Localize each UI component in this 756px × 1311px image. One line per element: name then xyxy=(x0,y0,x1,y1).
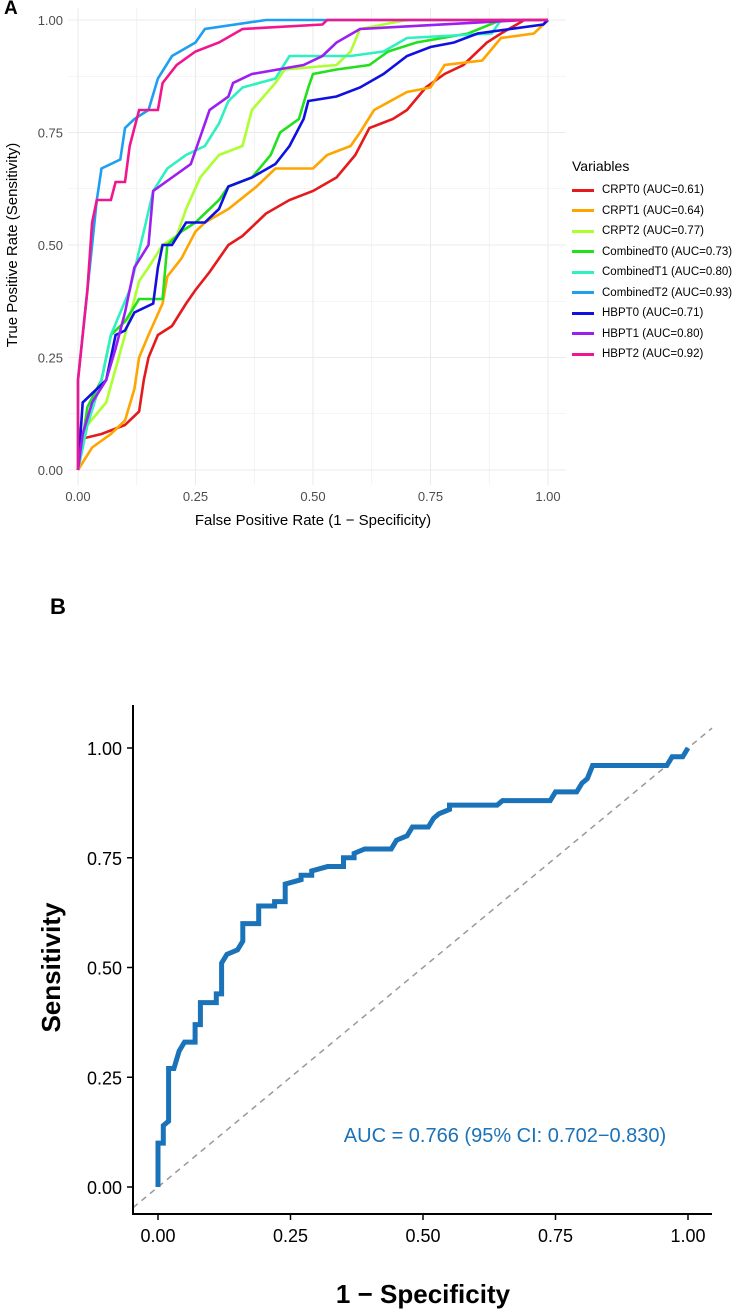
y-tick-label: 0.00 xyxy=(87,1178,122,1198)
legend-label: CRPT2 (AUC=0.77) xyxy=(602,225,704,238)
y-tick-label: 1.00 xyxy=(87,739,122,759)
legend-key xyxy=(572,229,594,233)
legend-item: CombinedT1 (AUC=0.80) xyxy=(572,262,732,283)
legend-key xyxy=(572,250,594,254)
legend-item: HBPT1 (AUC=0.80) xyxy=(572,324,732,345)
roc-chart-multi: 0.00 0.25 0.50 0.75 1.00 0.00 0.25 0.50 0.75 1.00… xyxy=(4,8,566,529)
panel-label-b: B xyxy=(50,594,66,619)
x-tick-label: 0.50 xyxy=(405,1226,440,1246)
y-axis-title: True Positive Rate (Sensitivity) xyxy=(4,143,21,348)
x-tick-label: 0.25 xyxy=(183,489,208,504)
x-tick-label: 0.75 xyxy=(418,489,443,504)
roc-curve-hbpt2 xyxy=(76,18,548,470)
legend-label: HBPT0 (AUC=0.71) xyxy=(602,307,704,320)
roc-curve-hbpt1 xyxy=(76,18,548,471)
legend-label: HBPT2 (AUC=0.92) xyxy=(602,348,704,361)
legend-key xyxy=(572,209,594,213)
y-tick-label: 0.25 xyxy=(38,351,63,366)
legend-key xyxy=(572,352,594,356)
legend-item: HBPT0 (AUC=0.71) xyxy=(572,303,732,324)
legend-label: HBPT1 (AUC=0.80) xyxy=(602,327,704,340)
roc-curve-crpt0 xyxy=(76,18,548,471)
legend-title: Variables xyxy=(572,158,630,174)
auc-annotation: AUC = 0.766 (95% CI: 0.702−0.830) xyxy=(344,1125,666,1147)
roc-curve-hbpt0 xyxy=(76,19,549,471)
legend-item: CRPT2 (AUC=0.77) xyxy=(572,221,732,242)
y-tick-label: 1.00 xyxy=(38,13,63,28)
legend-label: CombinedT0 (AUC=0.73) xyxy=(602,245,733,258)
legend-label: CombinedT2 (AUC=0.93) xyxy=(602,286,733,299)
y-tick-label: 0.50 xyxy=(87,959,122,979)
x-tick-label: 0.00 xyxy=(140,1226,175,1246)
reference-diagonal xyxy=(132,727,713,1209)
roc-curve-crpt1 xyxy=(76,19,549,471)
x-tick-label: 1.00 xyxy=(535,489,560,504)
y-axis-title: Sensitivity xyxy=(36,902,66,1033)
legend-key xyxy=(572,332,594,336)
x-tick-label: 0.50 xyxy=(300,489,325,504)
legend-key xyxy=(572,291,594,295)
x-tick-label: 0.75 xyxy=(538,1226,573,1246)
legend-item: CombinedT0 (AUC=0.73) xyxy=(572,242,732,263)
legend-key xyxy=(572,188,594,192)
roc-curve xyxy=(155,746,691,1187)
legend: Variables CRPT0 (AUC=0.61) CRPT1 (AUC=0.6… xyxy=(572,158,732,365)
y-tick-label: 0.50 xyxy=(38,238,63,253)
legend-label: CRPT0 (AUC=0.61) xyxy=(602,184,704,197)
x-tick-label: 1.00 xyxy=(670,1226,705,1246)
y-tick-label: 0.75 xyxy=(38,126,63,141)
panel-label-a: A xyxy=(4,0,18,19)
legend-item: CRPT0 (AUC=0.61) xyxy=(572,180,732,201)
legend-item: CRPT1 (AUC=0.64) xyxy=(572,201,732,222)
x-axis-title: False Positive Rate (1 − Specificity) xyxy=(195,512,431,529)
legend-key xyxy=(572,270,594,274)
legend-label: CombinedT1 (AUC=0.80) xyxy=(602,266,733,279)
x-tick-label: 0.25 xyxy=(273,1226,308,1246)
y-tick-label: 0.75 xyxy=(87,849,122,869)
legend-item: CombinedT2 (AUC=0.93) xyxy=(572,283,732,304)
x-tick-label: 0.00 xyxy=(65,489,90,504)
roc-curve-combinedt1 xyxy=(76,18,548,471)
y-tick-label: 0.00 xyxy=(38,463,63,478)
legend-item: HBPT2 (AUC=0.92) xyxy=(572,344,732,365)
x-axis-title: 1 − Specificity xyxy=(336,1279,511,1309)
y-tick-label: 0.25 xyxy=(87,1068,122,1088)
legend-key xyxy=(572,311,594,315)
legend-label: CRPT1 (AUC=0.64) xyxy=(602,204,704,217)
